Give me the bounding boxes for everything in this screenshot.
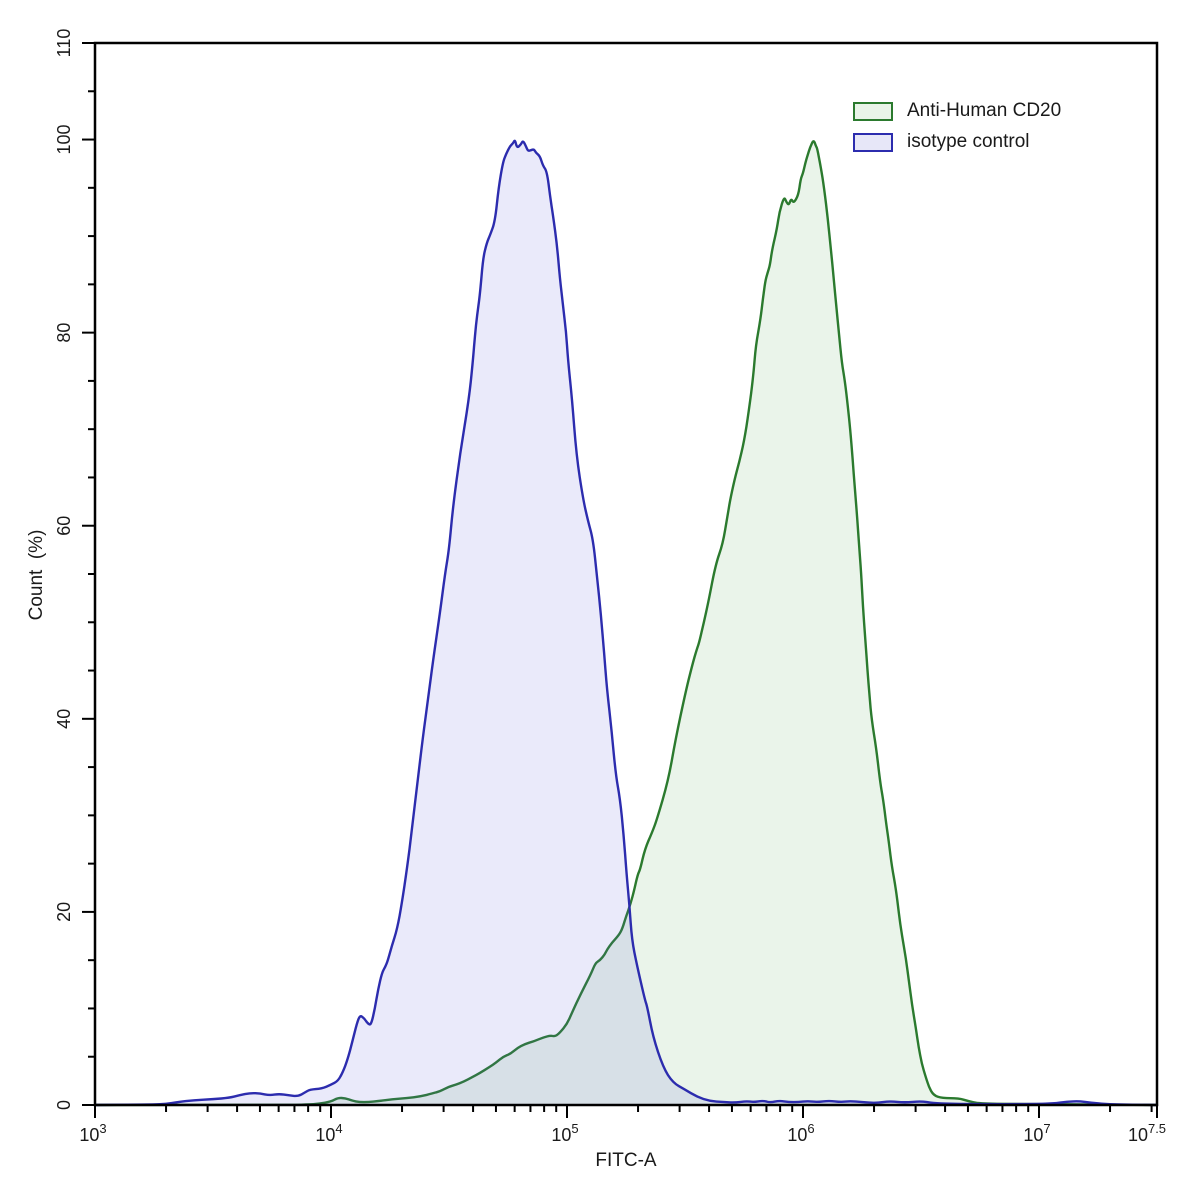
axis-ticks — [82, 42, 1158, 1118]
y-tick-label: 20 — [54, 902, 74, 922]
x-tick-label: 103 — [79, 1121, 106, 1145]
y-axis-title: Count (%) — [26, 529, 47, 621]
x-tick-label: 107 — [1023, 1121, 1050, 1145]
legend-label-cd20: Anti-Human CD20 — [907, 100, 1062, 121]
y-tick-label: 40 — [54, 709, 74, 729]
legend-item-isotype-control: isotype control — [853, 131, 1061, 153]
legend: Anti-Human CD20 isotype control — [853, 100, 1061, 153]
isotype-swatch-icon — [853, 132, 893, 152]
series-line-1 — [93, 139, 1159, 1107]
y-tick-label: 60 — [54, 516, 74, 536]
tick-labels: 103 104 105 106 107 107.5 0 20 40 60 80 100 110 — [54, 29, 1166, 1145]
y-tick-label: 80 — [54, 323, 74, 343]
cd20-swatch-icon — [853, 101, 893, 121]
y-tick-label: 0 — [54, 1100, 74, 1110]
x-axis-title: FITC-A — [595, 1150, 657, 1171]
legend-label-isotype: isotype control — [907, 131, 1030, 152]
x-tick-label: 106 — [787, 1121, 814, 1145]
x-tick-label: 107.5 — [1128, 1121, 1166, 1145]
x-tick-label: 104 — [315, 1121, 342, 1145]
y-tick-label: 100 — [54, 124, 74, 154]
y-tick-label: 110 — [54, 29, 74, 58]
series-area-1 — [95, 140, 1157, 1105]
series-layer — [93, 139, 1159, 1107]
legend-item-anti-human-cd20: Anti-Human CD20 — [853, 100, 1061, 122]
series-line-0 — [93, 140, 1159, 1107]
x-tick-label: 105 — [551, 1121, 578, 1145]
